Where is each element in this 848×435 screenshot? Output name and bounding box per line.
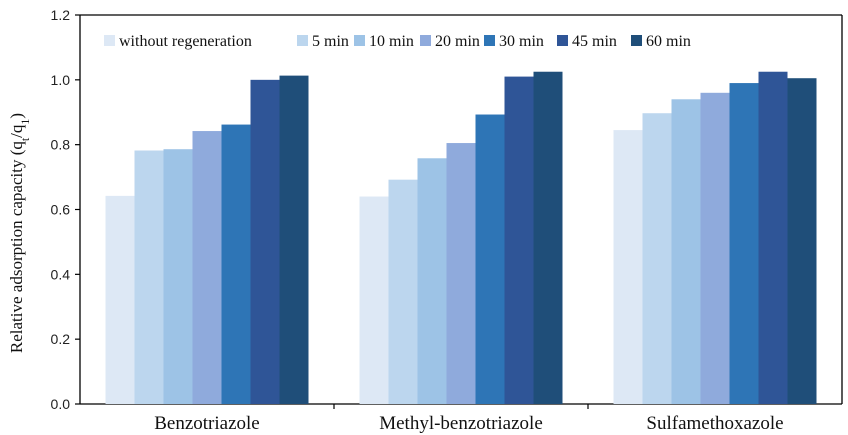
bar bbox=[163, 149, 193, 404]
bar bbox=[279, 75, 309, 404]
bar bbox=[533, 71, 563, 405]
legend-label: 20 min bbox=[435, 33, 480, 50]
bars bbox=[105, 71, 817, 405]
bar bbox=[359, 196, 389, 404]
legend-label: 10 min bbox=[369, 33, 414, 50]
bar bbox=[613, 130, 643, 404]
legend-swatch bbox=[484, 35, 495, 46]
bar bbox=[504, 76, 534, 404]
legend-swatch bbox=[557, 35, 568, 46]
bar bbox=[642, 113, 672, 404]
legend: without regeneration 5 min 10 min 20 min 30 … bbox=[104, 33, 691, 50]
bar bbox=[671, 99, 701, 405]
legend-swatch bbox=[104, 35, 115, 46]
y-tick-label: 1.0 bbox=[51, 72, 71, 88]
legend-label: 30 min bbox=[499, 33, 544, 50]
y-axis-label: Relative adsorption capacity (qt/q1) bbox=[7, 113, 32, 353]
bar bbox=[250, 79, 280, 404]
x-category-label: Sulfamethoxazole bbox=[646, 413, 783, 434]
bar bbox=[729, 83, 759, 404]
y-tick-label: 0.4 bbox=[51, 266, 71, 282]
x-category-label: Methyl-benzotriazole bbox=[379, 413, 543, 434]
y-tick-label: 0.8 bbox=[51, 137, 71, 153]
y-tick-label: 0.2 bbox=[51, 331, 71, 347]
bar bbox=[758, 71, 788, 405]
y-tick-label: 0.6 bbox=[51, 202, 71, 218]
legend-swatch bbox=[297, 35, 308, 46]
y-tick-label: 0.0 bbox=[51, 396, 71, 412]
bar bbox=[446, 143, 476, 404]
legend-swatch bbox=[631, 35, 642, 46]
legend-swatch bbox=[420, 35, 431, 46]
bar bbox=[700, 92, 730, 405]
y-ticks: 0.0 0.2 0.4 0.6 0.8 1.0 1.2 bbox=[51, 7, 80, 412]
legend-label: 60 min bbox=[646, 33, 691, 50]
bar bbox=[388, 179, 418, 404]
bar bbox=[787, 78, 817, 405]
bar bbox=[475, 114, 505, 404]
legend-label: without regeneration bbox=[119, 33, 252, 50]
bar bbox=[417, 158, 447, 404]
x-category-label: Benzotriazole bbox=[154, 413, 260, 434]
legend-swatch bbox=[354, 35, 365, 46]
bar bbox=[134, 150, 164, 404]
bar bbox=[192, 131, 222, 404]
x-category-labels: Benzotriazole Methyl-benzotriazole Sulfame… bbox=[154, 413, 783, 434]
bar bbox=[105, 195, 135, 404]
y-tick-label: 1.2 bbox=[51, 7, 71, 23]
legend-label: 5 min bbox=[312, 33, 349, 50]
legend-label: 45 min bbox=[572, 33, 617, 50]
bar bbox=[221, 124, 251, 405]
